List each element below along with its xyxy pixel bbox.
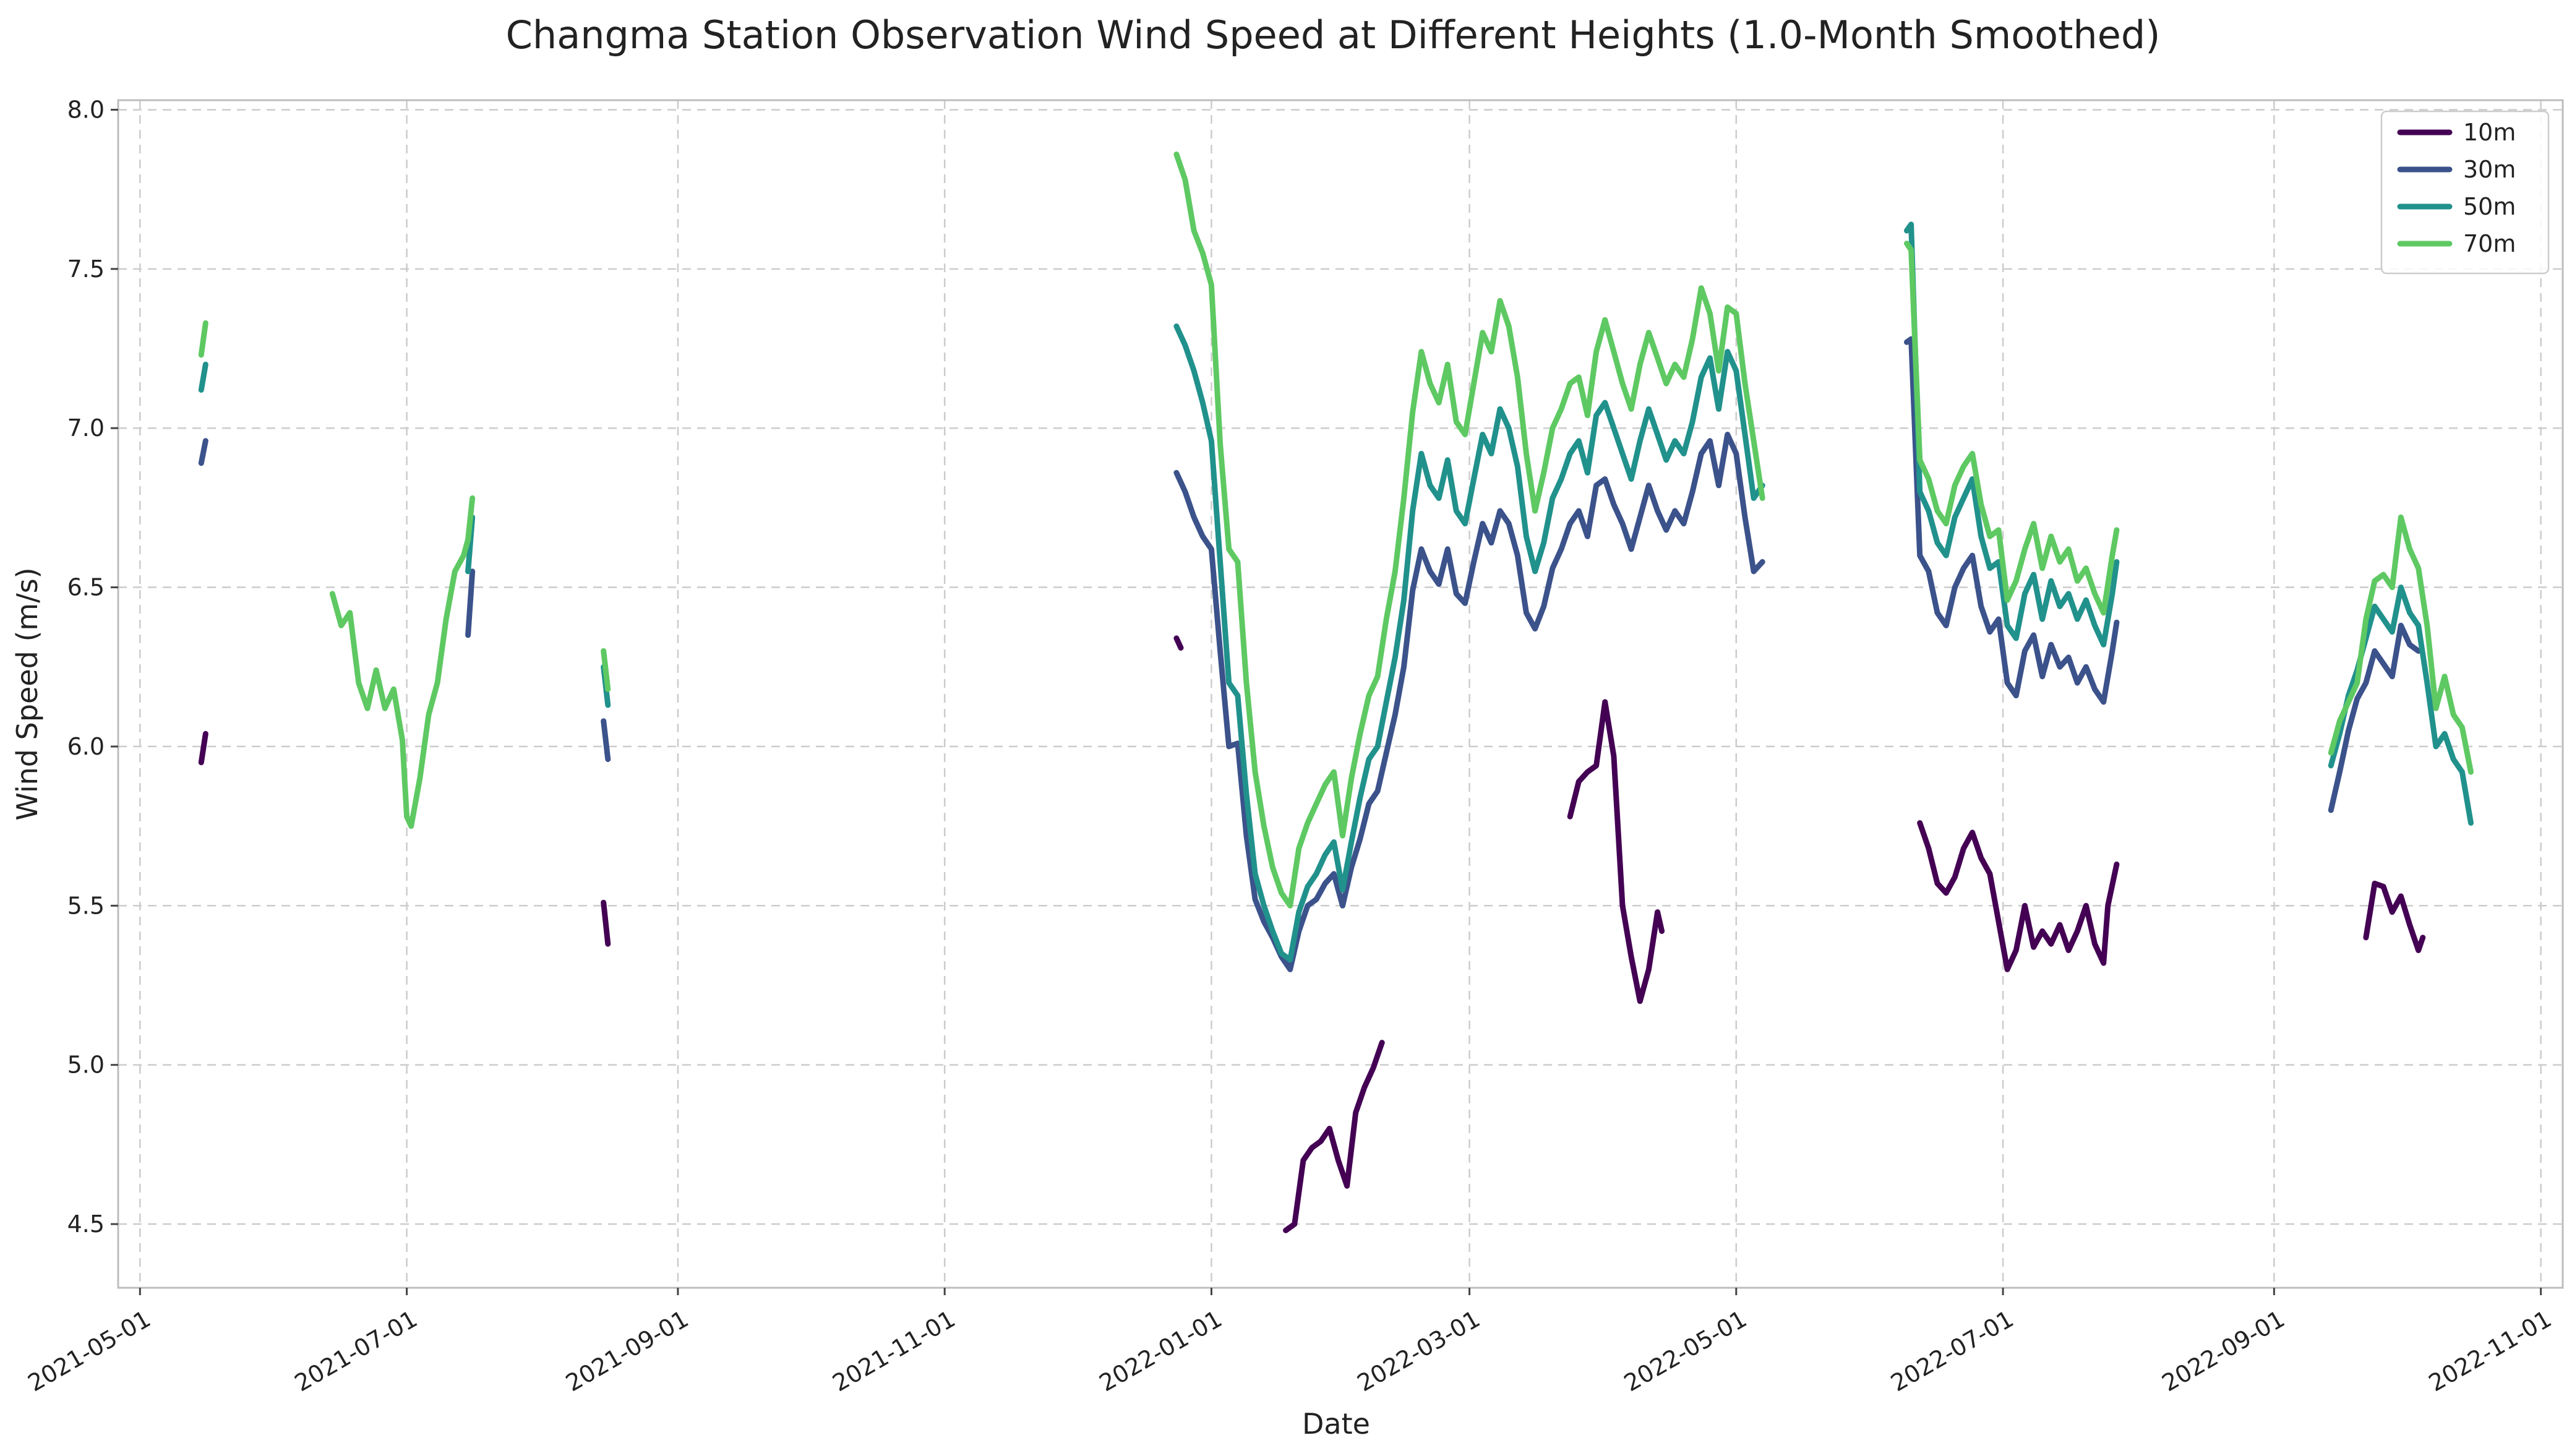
series-line-10m xyxy=(1567,699,1665,1004)
x-axis-label: Date xyxy=(1302,1407,1370,1441)
series-line-30m xyxy=(1904,336,2120,705)
y-tick-label: 6.5 xyxy=(67,574,105,601)
y-tick-label: 8.0 xyxy=(67,96,105,123)
x-tick-label: 2022-07-01 xyxy=(1886,1305,2018,1397)
x-tick-label: 2022-09-01 xyxy=(2158,1305,2289,1397)
y-tick-label: 4.5 xyxy=(67,1210,105,1238)
legend-label-50m: 50m xyxy=(2463,193,2516,220)
legend-label-70m: 70m xyxy=(2463,230,2516,257)
series-line-30m xyxy=(465,568,476,638)
series-line-10m xyxy=(1283,1040,1385,1233)
series-line-70m xyxy=(329,495,476,829)
series-line-10m xyxy=(601,899,611,947)
plot-frame xyxy=(117,99,2564,1289)
grid xyxy=(118,100,2563,1288)
series-line-70m xyxy=(1173,152,1765,909)
legend: 10m 30m 50m 70m xyxy=(2380,110,2550,275)
x-tick-label: 2022-01-01 xyxy=(1095,1305,1227,1397)
x-tick-label: 2022-03-01 xyxy=(1353,1305,1485,1397)
series-layer xyxy=(198,152,2474,1233)
y-tick-label: 5.0 xyxy=(67,1051,105,1079)
x-tick-label: 2022-05-01 xyxy=(1619,1305,1751,1397)
series-line-70m xyxy=(601,648,611,692)
series-line-10m xyxy=(1917,820,2120,972)
x-tick-label: 2021-07-01 xyxy=(290,1305,422,1397)
legend-label-10m: 10m xyxy=(2463,119,2516,146)
series-line-10m xyxy=(1173,635,1184,651)
series-line-70m xyxy=(198,320,208,358)
series-line-30m xyxy=(601,718,611,762)
series-line-70m xyxy=(2328,514,2474,775)
y-tick-label: 5.5 xyxy=(67,892,105,919)
x-tick-label: 2022-11-01 xyxy=(2424,1305,2556,1397)
legend-label-30m: 30m xyxy=(2463,156,2516,183)
x-tick-label: 2021-09-01 xyxy=(561,1305,693,1397)
series-line-50m xyxy=(2328,585,2474,826)
y-tick-label: 6.0 xyxy=(67,733,105,760)
series-line-50m xyxy=(198,361,208,393)
y-axis-label: Wind Speed (m/s) xyxy=(11,567,44,820)
legend-frame xyxy=(2380,110,2550,275)
series-30m xyxy=(198,336,2422,972)
chart-title: Changma Station Observation Wind Speed a… xyxy=(506,12,2161,58)
y-tick-label: 7.0 xyxy=(67,414,105,442)
series-50m xyxy=(198,221,2474,963)
series-line-30m xyxy=(198,438,208,466)
x-tick-label: 2021-11-01 xyxy=(828,1305,959,1397)
series-70m xyxy=(198,152,2474,909)
x-tick-label: 2021-05-01 xyxy=(24,1305,155,1397)
series-line-50m xyxy=(1904,221,2120,648)
series-10m xyxy=(198,635,2426,1233)
series-line-30m xyxy=(2328,622,2422,813)
series-line-50m xyxy=(1173,323,1765,963)
series-line-10m xyxy=(198,730,208,766)
y-tick-label: 7.5 xyxy=(67,255,105,283)
series-line-10m xyxy=(2363,880,2426,953)
series-line-70m xyxy=(1904,241,2120,616)
